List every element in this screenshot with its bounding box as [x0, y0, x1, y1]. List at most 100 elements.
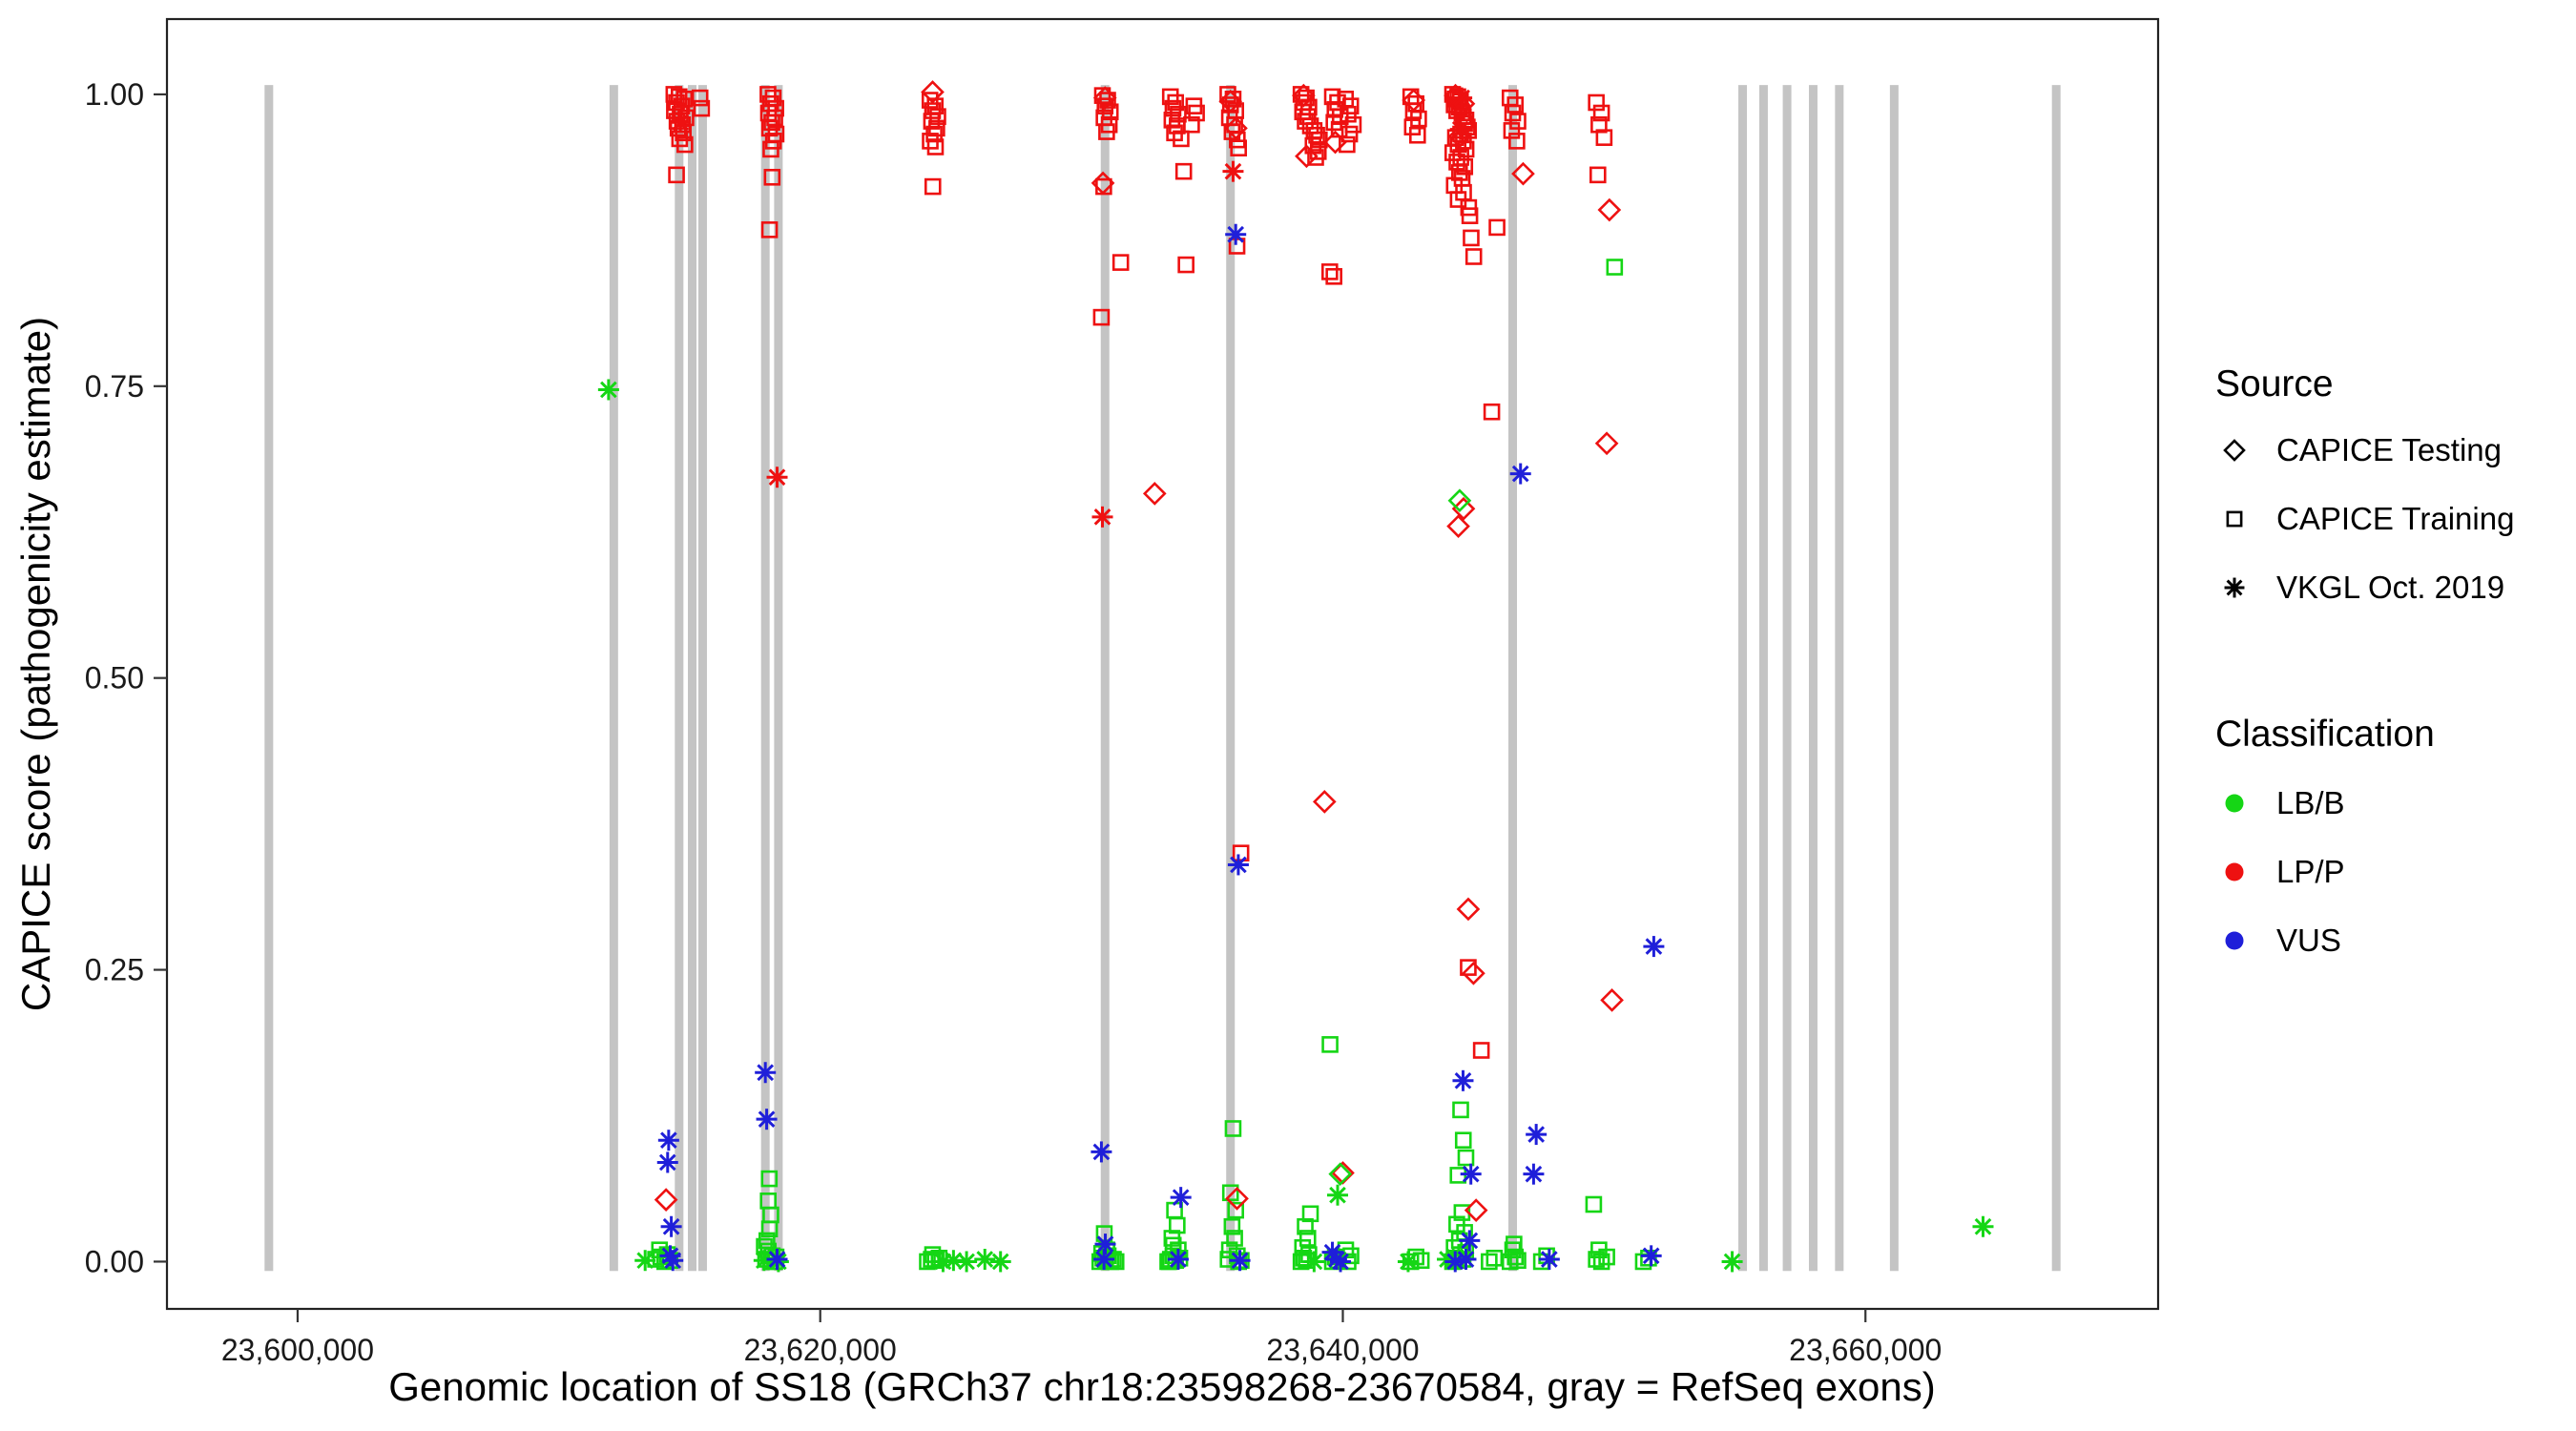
diamond-marker	[1447, 488, 1472, 513]
square-marker	[924, 177, 942, 196]
square-marker	[2226, 510, 2243, 528]
diamond-marker	[1092, 86, 1117, 110]
panel-border	[165, 17, 2160, 1311]
diamond-marker	[1451, 92, 1476, 116]
square-marker	[1456, 157, 1474, 176]
asterisk-marker	[1538, 1249, 1560, 1270]
asterisk-marker	[1721, 1251, 1743, 1273]
square-marker	[1588, 93, 1605, 112]
square-marker	[1188, 104, 1205, 122]
data-points	[597, 80, 1994, 1273]
square-marker	[1588, 1251, 1605, 1268]
square-marker	[763, 168, 781, 186]
square-marker	[1340, 105, 1357, 123]
asterisk-marker	[1327, 1184, 1349, 1206]
square-marker	[1183, 115, 1200, 134]
square-marker	[1226, 1230, 1243, 1247]
square-marker	[1163, 112, 1181, 129]
legend-classification-title: Classification	[2215, 714, 2435, 755]
x-tick-label: 23,640,000	[1266, 1333, 1419, 1367]
square-marker	[1506, 1235, 1523, 1253]
square-marker	[1503, 122, 1521, 139]
diamond-marker	[1225, 1187, 1249, 1211]
square-marker	[922, 133, 939, 150]
square-marker	[1294, 1238, 1312, 1256]
square-marker	[651, 1241, 669, 1259]
plot-panel	[165, 17, 2160, 1311]
square-marker	[1640, 1249, 1657, 1267]
y-tick-label: 0.75	[85, 369, 144, 404]
square-marker	[1409, 126, 1426, 144]
asterisk-marker	[1397, 1251, 1419, 1273]
diamond-marker	[1312, 790, 1337, 814]
diamond-marker	[1594, 431, 1619, 456]
square-marker	[1598, 1248, 1615, 1266]
square-marker	[1454, 1131, 1472, 1149]
asterisk-marker	[989, 1251, 1011, 1273]
x-axis-title: Genomic location of SS18 (GRCh37 chr18:2…	[388, 1364, 1936, 1409]
asterisk-marker	[1452, 1069, 1474, 1091]
square-marker	[1488, 218, 1506, 237]
square-marker	[1174, 162, 1193, 180]
diamond-marker	[1600, 988, 1624, 1012]
square-marker	[1509, 1252, 1527, 1270]
y-tick-label: 0.00	[85, 1244, 144, 1278]
asterisk-marker	[657, 1130, 679, 1151]
square-marker	[691, 89, 709, 107]
diamond-marker	[1447, 124, 1472, 149]
diamond-marker	[1091, 171, 1115, 196]
asterisk-marker	[1643, 936, 1665, 958]
x-tick-label: 23,600,000	[221, 1333, 374, 1367]
square-marker	[1592, 104, 1610, 122]
legend-classification-item-label: LP/P	[2276, 854, 2345, 889]
diamond-marker	[1402, 88, 1426, 113]
asterisk-marker	[1222, 160, 1244, 182]
diamond-marker	[1456, 897, 1481, 922]
legend-classification-swatch	[2225, 794, 2244, 813]
legend-source-item-label: VKGL Oct. 2019	[2276, 570, 2504, 605]
square-marker	[1096, 97, 1114, 114]
diamond-marker	[1451, 496, 1476, 521]
square-marker	[1460, 959, 1477, 976]
asterisk-marker	[1227, 854, 1249, 876]
square-marker	[1592, 1253, 1610, 1271]
square-marker	[1504, 1241, 1522, 1259]
asterisk-marker	[1229, 1250, 1251, 1272]
square-marker	[1590, 115, 1608, 134]
asterisk-marker	[634, 1250, 656, 1272]
square-marker	[1344, 115, 1362, 134]
square-marker	[1111, 254, 1130, 271]
square-marker	[1450, 164, 1468, 181]
asterisk-marker	[1509, 463, 1531, 485]
square-marker	[760, 1170, 779, 1188]
square-marker	[1606, 259, 1624, 276]
square-marker	[1595, 129, 1613, 146]
asterisk-marker	[660, 1215, 682, 1237]
asterisk-marker	[662, 1250, 684, 1272]
asterisk-marker	[1460, 1163, 1482, 1185]
asterisk-marker	[1093, 1249, 1115, 1270]
square-marker	[1463, 229, 1480, 247]
diamond-marker	[1295, 144, 1319, 169]
asterisk-marker	[1449, 118, 1471, 140]
x-tick-label: 23,660,000	[1789, 1333, 1942, 1367]
asterisk-marker	[956, 1251, 978, 1273]
square-marker	[1099, 92, 1116, 109]
square-marker	[668, 166, 685, 184]
diamond-marker	[1142, 482, 1167, 506]
asterisk-marker	[1640, 1245, 1662, 1267]
asterisk-marker	[1451, 87, 1473, 109]
square-marker	[1323, 88, 1341, 106]
asterisk-marker	[1091, 506, 1113, 528]
asterisk-marker	[755, 1062, 777, 1084]
legend-source-title: Source	[2215, 363, 2334, 404]
square-marker	[1164, 99, 1182, 117]
square-marker	[1325, 267, 1342, 285]
diamond-marker	[2223, 439, 2246, 462]
square-marker	[1320, 263, 1339, 280]
diamond-marker	[1464, 1198, 1488, 1222]
square-marker	[1485, 1249, 1504, 1267]
diamond-marker	[1462, 961, 1485, 985]
square-marker	[1481, 1253, 1498, 1271]
